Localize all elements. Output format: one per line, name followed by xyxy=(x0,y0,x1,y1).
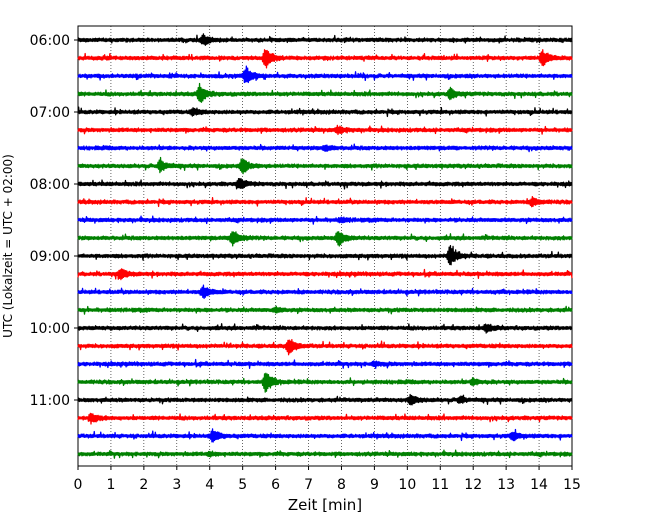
seismic-trace xyxy=(77,49,573,69)
y-tick-label: 10:00 xyxy=(30,321,70,337)
x-tick-label: 13 xyxy=(497,477,515,493)
plot-frame xyxy=(77,25,573,467)
x-tick-label: 7 xyxy=(304,477,313,493)
y-tick-label: 08:00 xyxy=(30,177,70,193)
y-tick-label: 09:00 xyxy=(30,249,70,265)
x-tick-label: 4 xyxy=(205,477,214,493)
grid-layer xyxy=(110,26,540,466)
seismic-trace xyxy=(77,177,573,190)
seismic-trace xyxy=(77,231,573,247)
seismic-trace xyxy=(77,215,573,225)
seismic-trace xyxy=(77,428,573,443)
x-tick-label: 11 xyxy=(431,477,449,493)
seismic-trace xyxy=(77,268,573,281)
x-tick-label: 10 xyxy=(398,477,416,493)
x-axis: 0 1 2 3 4 5 6 7 8 9 10 11 12 13 14 15 xyxy=(74,466,581,493)
y-tick-label: 11:00 xyxy=(30,393,70,409)
x-tick-label: 9 xyxy=(370,477,379,493)
seismic-trace xyxy=(77,339,573,356)
x-tick-label: 3 xyxy=(172,477,181,493)
x-tick-label: 8 xyxy=(337,477,346,493)
seismic-trace xyxy=(77,412,573,425)
seismic-trace xyxy=(77,449,573,459)
seismic-trace xyxy=(77,143,573,153)
seismic-trace xyxy=(77,106,573,118)
seismic-trace xyxy=(77,124,573,136)
x-tick-label: 5 xyxy=(238,477,247,493)
y-tick-label: 06:00 xyxy=(30,33,70,49)
x-tick-label: 12 xyxy=(464,477,482,493)
seismic-trace xyxy=(77,305,573,315)
y-axis: 06:00 07:00 08:00 09:00 10:00 11:00 xyxy=(30,33,78,409)
x-axis-label: Zeit [min] xyxy=(288,496,362,514)
seismic-trace xyxy=(77,195,573,208)
seismic-trace xyxy=(77,372,573,393)
seismic-trace xyxy=(77,65,573,84)
seismic-trace xyxy=(77,393,573,406)
seismic-trace xyxy=(77,156,573,175)
seismic-trace xyxy=(77,82,573,103)
trace-layer xyxy=(77,33,573,459)
x-tick-label: 0 xyxy=(74,477,83,493)
x-tick-label: 15 xyxy=(563,477,581,493)
x-tick-label: 6 xyxy=(271,477,280,493)
y-tick-label: 07:00 xyxy=(30,105,70,121)
x-tick-label: 14 xyxy=(530,477,548,493)
x-tick-label: 2 xyxy=(139,477,148,493)
x-tick-label: 1 xyxy=(106,477,115,493)
seismic-trace xyxy=(77,323,573,334)
seismic-trace xyxy=(77,33,573,46)
seismic-trace xyxy=(77,358,573,369)
seismic-trace xyxy=(77,284,573,299)
seismic-trace xyxy=(77,244,573,266)
y-axis-label: UTC (Lokalzeit = UTC + 02:00) xyxy=(1,154,15,338)
